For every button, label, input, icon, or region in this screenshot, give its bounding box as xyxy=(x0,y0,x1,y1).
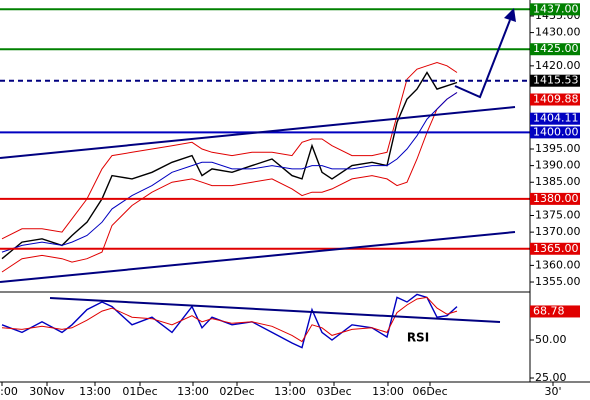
level-label: 1380.00 xyxy=(533,192,579,205)
y-tick-label: 1375.00 xyxy=(535,209,581,222)
y-tick-label: 1385.00 xyxy=(535,175,581,188)
y-tick-label: 1390.00 xyxy=(535,159,581,172)
y-tick-label: 1430.00 xyxy=(535,26,581,39)
plot-area xyxy=(0,8,530,349)
series-line xyxy=(1,92,458,273)
level-box xyxy=(530,3,580,16)
series-line xyxy=(1,293,458,349)
price-box xyxy=(530,305,580,318)
trend-line xyxy=(0,106,516,159)
y-tick-label: 1360.00 xyxy=(535,258,581,271)
arrow-head xyxy=(504,8,516,22)
x-tick-label: 30Nov xyxy=(29,385,65,398)
x-tick-label: 13:00 xyxy=(372,385,404,398)
y-tick-label: 25.00 xyxy=(535,371,567,384)
level-box xyxy=(530,43,580,56)
x-tick-label: 30' xyxy=(544,385,561,398)
x-tick-label: 06Dec xyxy=(412,385,447,398)
x-tick-label: 12:00 xyxy=(0,385,18,398)
price-label: 1404.11 xyxy=(533,112,579,125)
level-label: 1437.00 xyxy=(533,2,579,15)
level-box xyxy=(530,192,580,205)
x-tick-label: 02Dec xyxy=(219,385,254,398)
level-label: 1425.00 xyxy=(533,42,579,55)
series-line xyxy=(1,92,458,253)
x-tick-label: 13:00 xyxy=(274,385,306,398)
y-tick-label: 1420.00 xyxy=(535,59,581,72)
series-line xyxy=(1,71,458,260)
projection-arrow xyxy=(454,19,511,99)
level-label: 1415.53 xyxy=(533,74,579,87)
price-box xyxy=(530,93,580,106)
series-line xyxy=(1,61,458,240)
price-box xyxy=(530,112,580,125)
price-label: 1409.88 xyxy=(533,93,579,106)
rsi-trend-line xyxy=(49,297,501,323)
level-label: 1400.00 xyxy=(533,125,579,138)
axis-labels: 1355.00 1360.00 1370.00 1375.00 1385.00 1390.… xyxy=(0,2,581,398)
x-tick-label: 01Dec xyxy=(122,385,157,398)
y-tick-label: 1395.00 xyxy=(535,142,581,155)
y-tick-label: 1370.00 xyxy=(535,225,581,238)
rsi-label: RSI xyxy=(407,331,429,345)
trend-line xyxy=(0,231,516,283)
y-tick-label: 50.00 xyxy=(535,333,567,346)
series-line xyxy=(1,296,458,343)
x-tick-label: 13:00 xyxy=(79,385,111,398)
x-tick-label: 13:00 xyxy=(177,385,209,398)
level-label: 1365.00 xyxy=(533,242,579,255)
x-tick-label: 03Dec xyxy=(316,385,351,398)
level-box xyxy=(530,74,580,87)
y-tick-label: 1355.00 xyxy=(535,275,581,288)
level-box xyxy=(530,242,580,255)
level-box xyxy=(530,126,580,139)
price-label: 68.78 xyxy=(533,304,565,317)
